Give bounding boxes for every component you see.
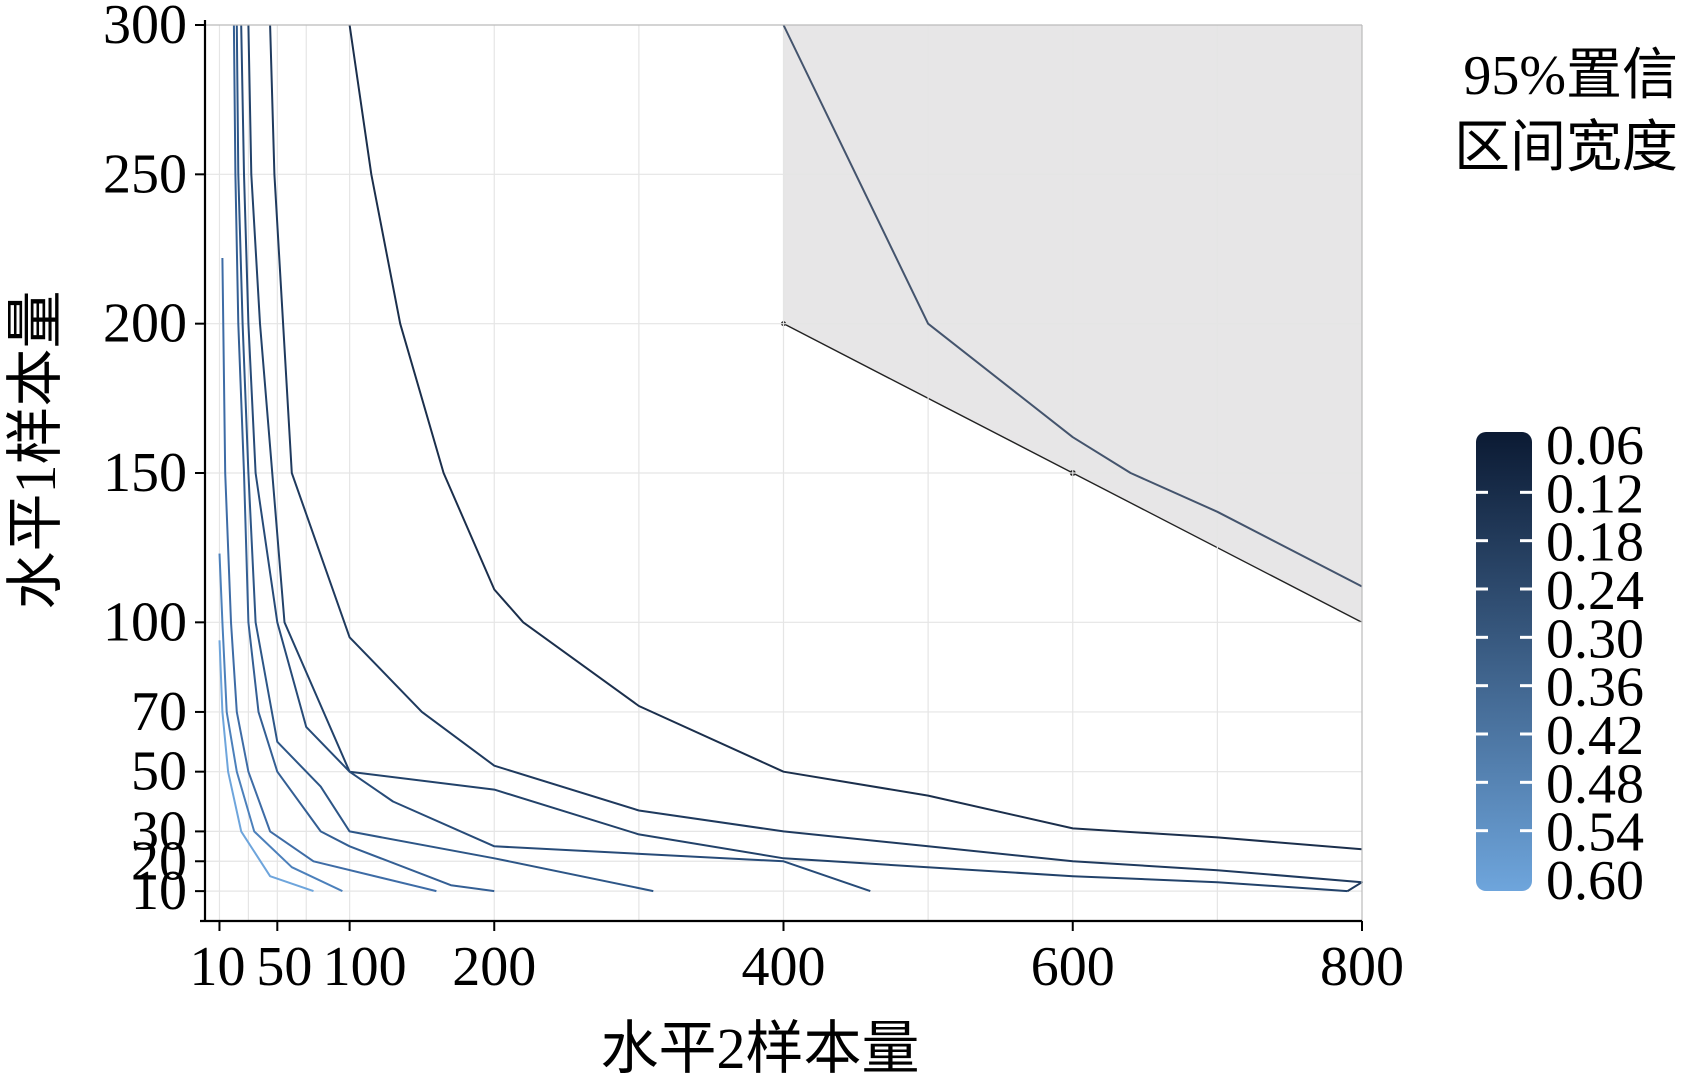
contour-line-0_12 (348, 24, 1363, 851)
x-tick-label: 50 (256, 936, 312, 998)
contour-line-0_42 (232, 24, 495, 893)
colorbar-level-label: 0.54 (1546, 802, 1644, 864)
x-tick-label: 400 (742, 936, 826, 998)
y-tick-label: 150 (103, 442, 187, 504)
colorbar-level-label: 0.60 (1546, 850, 1644, 912)
y-tick-label: 70 (131, 681, 187, 743)
colorbar-level-label: 0.24 (1546, 560, 1644, 622)
contour-line-0_36 (235, 24, 654, 893)
tick-labels-layer: 10 50 100 200 400 600 800102030507010015020025… (103, 0, 1404, 998)
y-axis-label: 水平1样本量 (3, 290, 68, 609)
y-tick-label: 30 (131, 800, 187, 862)
x-tick-label: 600 (1031, 936, 1115, 998)
contour-line-0_06 (782, 24, 1363, 588)
contour-line-0_48 (221, 257, 437, 893)
colorbar-level-label: 0.12 (1546, 463, 1644, 525)
contour-line-0_18 (269, 24, 1363, 892)
contour-line-0_6 (218, 640, 314, 893)
colorbar-level-label: 0.18 (1546, 512, 1644, 574)
colorbar (1476, 432, 1532, 891)
contour-line-0_24 (247, 24, 1348, 893)
colorbar-legend: 95%置信 区间宽度 0.060.120.180.240.300.360.420… (1454, 45, 1678, 912)
contour-lines-layer (218, 24, 1363, 893)
y-tick-label: 50 (131, 741, 187, 803)
x-axis-label: 水平2样本量 (600, 1016, 919, 1079)
y-tick-label: 100 (103, 591, 187, 653)
legend-title-line1: 95%置信 (1463, 45, 1678, 107)
x-tick-label: 800 (1320, 936, 1404, 998)
contour-line-0_54 (218, 553, 343, 893)
colorbar-level-label: 0.30 (1546, 608, 1644, 670)
contour-line-0_3 (240, 24, 871, 893)
x-tick-label: 10 (189, 936, 245, 998)
plot-frame-layer (200, 20, 1363, 923)
x-tick-label: 100 (323, 936, 407, 998)
colorbar-level-label: 0.48 (1546, 753, 1644, 815)
y-tick-label: 10 (131, 860, 187, 922)
colorbar-level-label: 0.42 (1546, 705, 1644, 767)
x-tick-label: 200 (452, 936, 536, 998)
y-tick-label: 200 (103, 293, 187, 355)
colorbar-level-label: 0.06 (1546, 415, 1644, 477)
y-tick-label: 20 (131, 830, 187, 892)
y-tick-label: 300 (103, 0, 187, 56)
legend-title-line2: 区间宽度 (1454, 117, 1678, 179)
colorbar-level-label: 0.36 (1546, 657, 1644, 719)
y-tick-label: 250 (103, 143, 187, 205)
colorbar-fill (1476, 432, 1532, 891)
colorbar-labels: 0.060.120.180.240.300.360.420.480.540.60 (1546, 415, 1644, 912)
